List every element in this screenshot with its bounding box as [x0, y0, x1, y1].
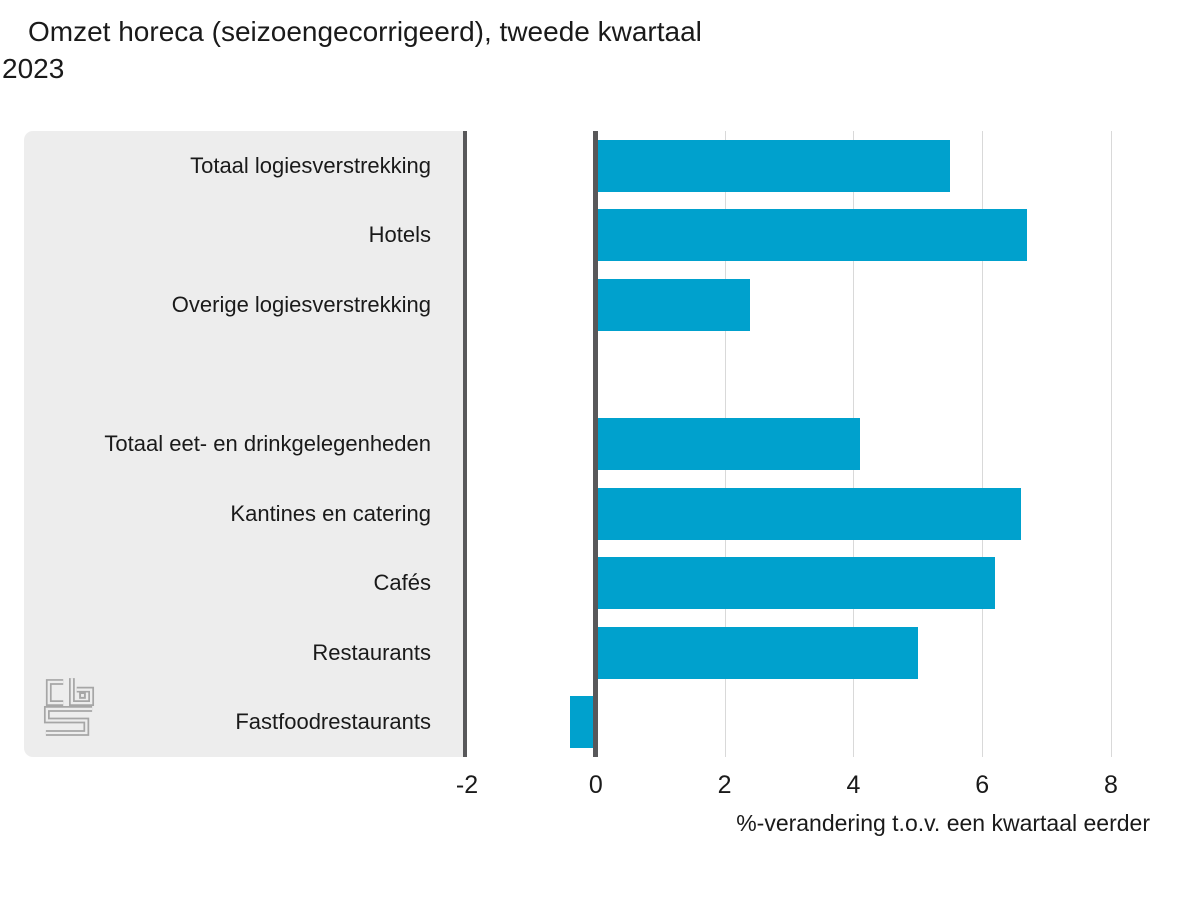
x-axis-ticks: -2 0 2 4 6 8 — [456, 771, 1170, 803]
bar-totaal-eet-en-drinkgelegenheden — [595, 418, 860, 470]
category-label-fastfoodrestaurants: Fastfoodrestaurants — [235, 709, 431, 735]
category-label-totaal-logiesverstrekking: Totaal logiesverstrekking — [190, 152, 431, 178]
x-tick-2: 2 — [717, 771, 732, 799]
x-tick-0: 0 — [588, 771, 603, 799]
gridline-8 — [1111, 131, 1112, 757]
chart-title-line1: Omzet horeca (seizoengecorrigeerd), twee… — [28, 16, 702, 47]
bar-hotels — [595, 209, 1028, 262]
x-tick-minus-2: -2 — [455, 771, 479, 799]
row-hotels: Hotels — [24, 201, 463, 271]
category-label-hotels: Hotels — [368, 222, 431, 248]
category-label-restaurants: Restaurants — [312, 639, 431, 665]
category-label-cafes: Cafés — [373, 570, 431, 596]
bar-fastfoodrestaurants — [570, 696, 596, 749]
row-totaal-eet-en-drinkgelegenheden: Totaal eet- en drinkgelegenheden — [24, 409, 463, 479]
bar-restaurants — [595, 626, 918, 679]
category-panel: Totaal logiesverstrekking Hotels Overige l… — [24, 131, 467, 757]
category-label-overige-logiesverstrekking: Overige logiesverstrekking — [171, 291, 431, 317]
horizontal-bar-chart: Totaal logiesverstrekking Hotels Overige l… — [24, 131, 1170, 836]
category-labels: Totaal logiesverstrekking Hotels Overige l… — [24, 131, 463, 757]
category-label-totaal-eet-en-drinkgelegenheden: Totaal eet- en drinkgelegenheden — [104, 430, 431, 456]
chart-title: Omzet horeca (seizoengecorrigeerd), twee… — [0, 13, 702, 87]
zero-axis-line — [593, 131, 598, 757]
row-fastfoodrestaurants: Fastfoodrestaurants — [24, 687, 463, 757]
x-axis-title: %-verandering t.o.v. een kwartaal eerder — [736, 810, 1150, 836]
row-cafes: Cafés — [24, 548, 463, 618]
category-label-kantines-en-catering: Kantines en catering — [230, 500, 431, 526]
x-tick-8: 8 — [1104, 771, 1118, 799]
row-kantines-en-catering: Kantines en catering — [24, 479, 463, 549]
x-tick-6: 6 — [975, 771, 990, 799]
bar-cafes — [595, 557, 996, 610]
bar-overige-logiesverstrekking — [595, 278, 751, 331]
bar-kantines-en-catering — [595, 487, 1021, 540]
row-overige-logiesverstrekking: Overige logiesverstrekking — [24, 270, 463, 340]
gridline-6 — [982, 131, 984, 757]
row-restaurants: Restaurants — [24, 618, 463, 688]
row-spacer — [24, 340, 463, 410]
x-tick-4: 4 — [846, 771, 861, 799]
cbs-logo-icon — [43, 678, 95, 736]
plot-area — [467, 131, 1170, 757]
bar-totaal-logiesverstrekking — [595, 139, 950, 192]
chart-title-line2: 2023 — [2, 53, 65, 84]
row-totaal-logiesverstrekking: Totaal logiesverstrekking — [24, 131, 463, 201]
